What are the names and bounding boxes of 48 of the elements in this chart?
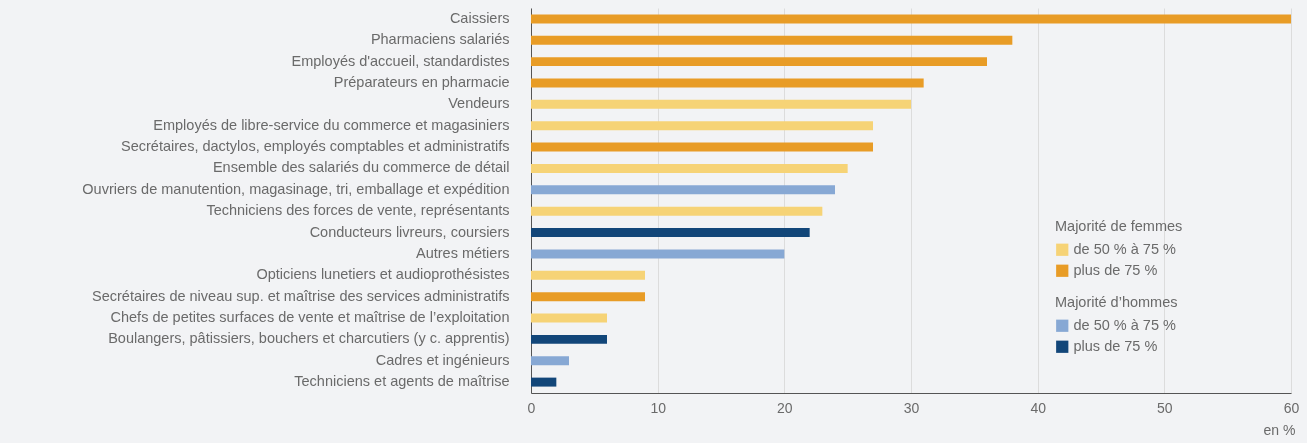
legend-label: de 50 % à 75 %	[1073, 240, 1176, 257]
legend-label: plus de 75 %	[1073, 261, 1158, 278]
y-tick-label: Autres métiers	[416, 244, 510, 261]
y-tick-label: Techniciens et agents de maîtrise	[294, 373, 510, 390]
bar	[531, 377, 557, 387]
y-tick-label: Employés de libre-service du commerce et magasiniers	[153, 116, 510, 133]
x-tick-label: 30	[903, 399, 920, 416]
y-tick-label: Pharmaciens salariés	[370, 31, 510, 48]
y-tick-label: Employés d'accueil, standardistes	[291, 52, 510, 69]
bar	[531, 270, 645, 280]
bar	[531, 163, 848, 173]
y-tick-label: Préparateurs en pharmacie	[333, 73, 510, 90]
bar	[531, 99, 911, 109]
y-tick-label: Opticiens lunetiers et audioprothésistes	[256, 266, 510, 283]
y-tick-label: Caissiers	[449, 9, 510, 26]
bar	[531, 35, 1013, 45]
legend-label: de 50 % à 75 %	[1073, 316, 1176, 333]
bar	[531, 142, 873, 152]
y-tick-label: Ouvriers de manutention, magasinage, tri, emballage et expédition	[82, 180, 510, 197]
bar	[531, 228, 810, 238]
bar	[531, 14, 1291, 24]
legend-label: plus de 75 %	[1073, 337, 1158, 354]
y-tick-label: Secrétaires, dactylos, employés comptables et administratifs	[121, 138, 510, 155]
y-tick-label: Ensemble des salariés du commerce de détail	[212, 159, 510, 176]
y-tick-label: Cadres et ingénieurs	[375, 351, 510, 368]
y-tick-label: Boulangers, pâtissiers, bouchers et charcutiers (y c. apprentis)	[108, 330, 510, 347]
x-tick-label: 50	[1157, 399, 1173, 416]
y-tick-label: Techniciens des forces de vente, représentants	[206, 202, 510, 219]
bar	[531, 121, 873, 131]
x-axis-title: en %	[1263, 421, 1296, 438]
y-tick-label: Chefs de petites surfaces de vente et maîtrise de l’exploitation	[110, 309, 510, 326]
y-tick-label: Vendeurs	[448, 95, 510, 112]
y-tick-label: Conducteurs livreurs, coursiers	[309, 223, 510, 240]
bar	[531, 185, 835, 195]
y-tick-label: Secrétaires de niveau sup. et maîtrise des services administratifs	[92, 287, 510, 304]
bar	[531, 334, 607, 344]
x-tick-label: 20	[777, 399, 793, 416]
bar	[531, 57, 987, 67]
x-tick-label: 10	[650, 399, 667, 416]
x-tick-label: 60	[1283, 399, 1300, 416]
bar	[531, 249, 785, 259]
bar	[531, 292, 645, 302]
bar	[531, 206, 823, 216]
x-tick-label: 0	[527, 399, 536, 416]
annotation: Majorité d’hommes	[1055, 294, 1178, 310]
annotation: Majorité de femmes	[1055, 218, 1183, 234]
x-tick-label: 40	[1030, 399, 1047, 416]
bar	[531, 356, 569, 366]
